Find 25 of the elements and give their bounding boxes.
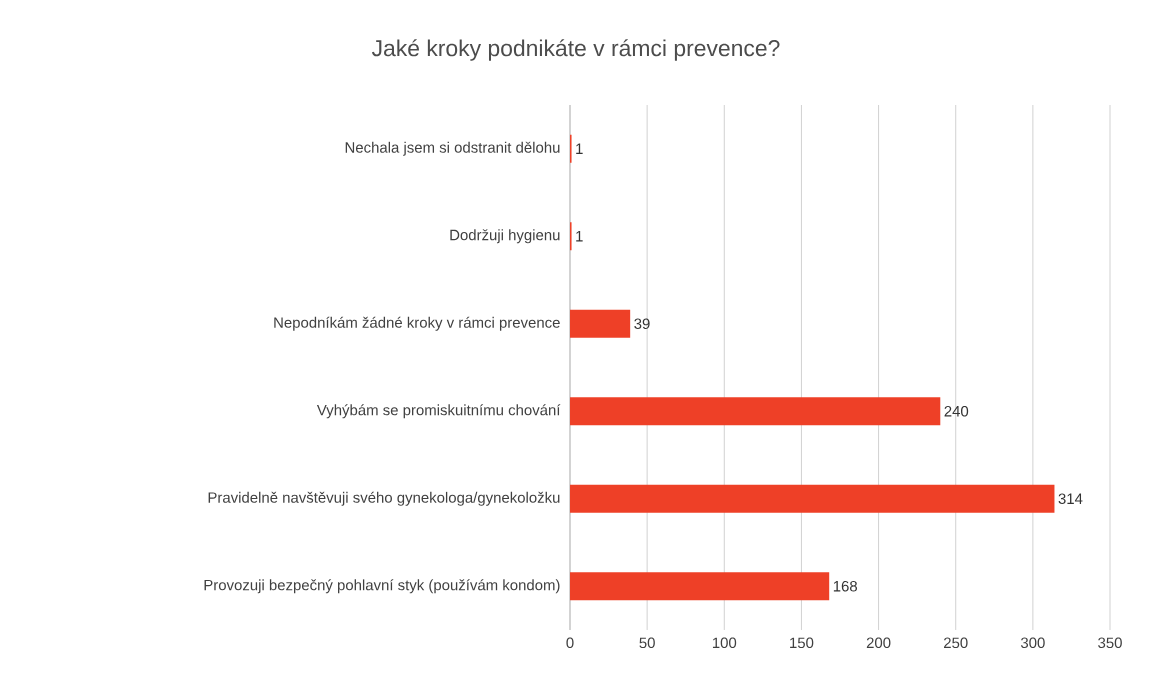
x-tick-label: 150: [790, 637, 814, 649]
chart-title: Jaké kroky podnikáte v rámci prevence?: [371, 39, 780, 61]
y-tick-label: Nechala jsem si odstranit dělohu: [345, 141, 560, 156]
data-label: 1: [576, 231, 583, 242]
y-tick-label: Provozuji bezpečný pohlavní styk (používám kondom): [204, 579, 560, 594]
y-tick-label: Dodržuji hygienu: [450, 229, 560, 244]
x-tick-label: 250: [944, 637, 968, 649]
y-tick-label: Nepodníkám žádné kroky v rámci prevence: [274, 316, 560, 331]
bar: [570, 572, 830, 601]
x-tick-label: 350: [1098, 637, 1122, 649]
y-tick-label: Pravidelně navštěvuji svého gynekologa/gynekoložku: [208, 491, 560, 506]
data-label: 1: [576, 143, 583, 154]
bar: [570, 397, 941, 426]
y-tick-label: Vyhýbám se promiskuitnímu chování: [316, 404, 561, 419]
x-tick-label: 0: [566, 637, 574, 649]
x-tick-label: 50: [639, 637, 655, 649]
x-tick-label: 200: [866, 637, 891, 649]
x-tick-label: 100: [712, 637, 737, 649]
bar: [570, 309, 631, 338]
x-tick-label: 300: [1020, 637, 1045, 649]
data-label: 39: [634, 318, 650, 330]
data-label: 314: [1058, 493, 1083, 505]
data-label: 240: [944, 405, 969, 417]
data-label: 168: [833, 580, 857, 592]
bar: [570, 484, 1055, 513]
